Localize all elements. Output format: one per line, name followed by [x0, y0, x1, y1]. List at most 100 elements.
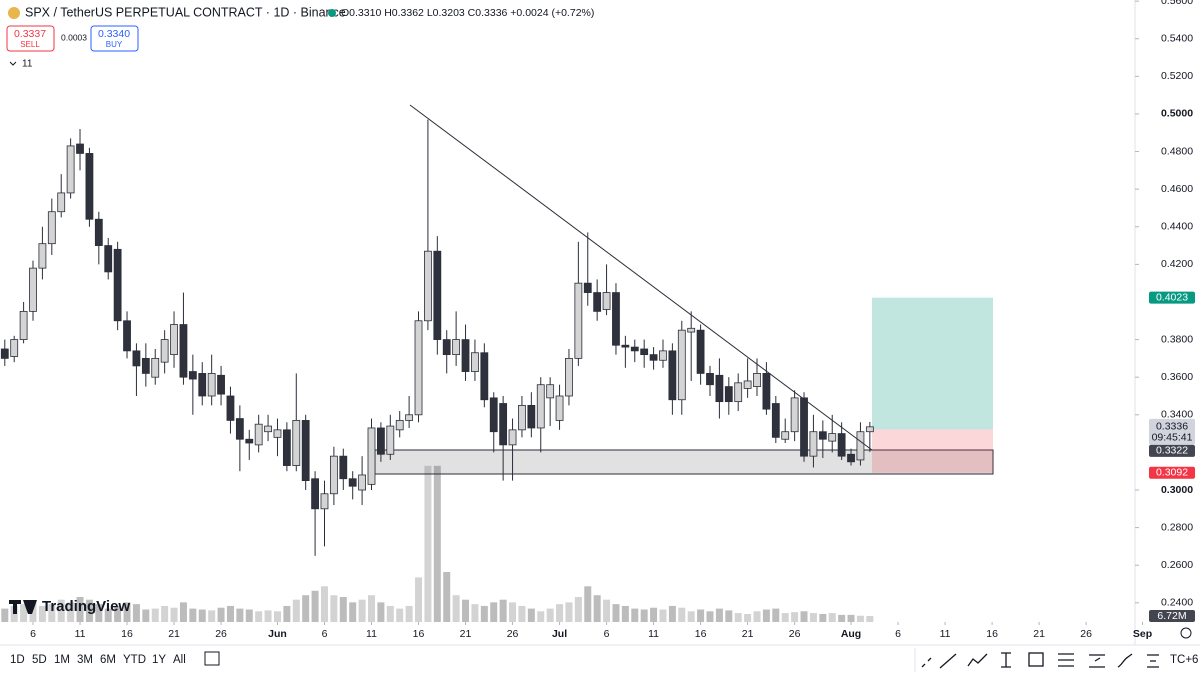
volume-bar	[415, 577, 423, 622]
y-tick-label: 0.3400	[1161, 409, 1193, 421]
candle-body	[583, 282, 592, 293]
x-tick-label: 26	[507, 628, 519, 640]
calendar-icon[interactable]	[204, 651, 220, 666]
volume-bar	[828, 613, 836, 622]
y-tick-label: 0.5600	[1161, 0, 1193, 7]
volume-bar	[650, 607, 658, 622]
candle-body	[292, 420, 301, 466]
volume-bar	[490, 602, 498, 622]
timeframe-button[interactable]: YTD	[123, 654, 146, 666]
volume-bar	[67, 602, 75, 622]
candle-body	[762, 373, 771, 410]
timeframe-button[interactable]: 3M	[77, 654, 93, 666]
volume-bar	[480, 605, 488, 622]
spread: 0.0003	[61, 32, 87, 42]
y-tick-label: 0.2400	[1161, 597, 1193, 609]
candle-body	[94, 218, 103, 246]
candle-body	[724, 386, 733, 403]
chevron[interactable]	[9, 61, 17, 66]
volume-bar	[198, 609, 206, 622]
volume-bar	[29, 602, 37, 622]
candle-body	[329, 455, 338, 495]
timezone: TC+6	[1170, 654, 1198, 666]
candle-body	[301, 420, 310, 482]
x-tick-label: Jul	[552, 628, 567, 640]
volume-bar	[527, 608, 535, 622]
volume-bar	[264, 610, 272, 622]
candle-body	[104, 245, 113, 273]
volume-bar	[499, 599, 507, 622]
x-tick-label: 16	[695, 628, 707, 640]
candle-body	[123, 320, 131, 352]
candle-body	[442, 339, 451, 356]
volume-bar	[217, 607, 225, 622]
candle-body	[170, 324, 178, 356]
volume-bar	[687, 611, 695, 622]
volume-bar	[189, 608, 197, 622]
timeframe-button[interactable]: 1Y	[152, 654, 166, 666]
timeframe-button[interactable]: 6M	[100, 654, 116, 666]
volume-bar	[255, 611, 263, 622]
candle-body	[76, 143, 84, 154]
volume-bar	[668, 605, 676, 622]
volume-bar	[706, 611, 714, 622]
candle-body	[207, 373, 216, 397]
volume-bar	[593, 595, 601, 622]
volume-bar	[386, 605, 394, 622]
candle-body	[273, 429, 282, 438]
sell-button[interactable]	[6, 25, 55, 52]
tool-fib[interactable]	[1058, 653, 1074, 667]
tool-path[interactable]	[967, 653, 988, 667]
candle-body	[837, 433, 846, 457]
candle-body	[226, 395, 235, 421]
volume-bar	[245, 609, 253, 622]
buy-button[interactable]	[90, 25, 139, 52]
timeframe-button[interactable]: 1M	[54, 654, 70, 666]
entry-label-box	[1149, 444, 1195, 457]
volume-bar	[791, 612, 799, 622]
x-tick-label: 21	[168, 628, 180, 640]
volume-bar	[76, 597, 84, 622]
settings-icon[interactable]	[1180, 627, 1192, 639]
candle-body	[179, 324, 188, 378]
volume-bar	[20, 604, 28, 622]
tool-line[interactable]	[939, 653, 957, 669]
profit-zone	[872, 297, 993, 430]
volume-bar	[142, 609, 150, 622]
candle-body	[85, 153, 94, 220]
tool-rect[interactable]	[1028, 652, 1044, 667]
candle-body	[649, 354, 658, 361]
buy-label: BUY	[106, 40, 123, 49]
y-tick-label: 0.5400	[1161, 33, 1193, 45]
tool-measure[interactable]	[1089, 654, 1105, 668]
volume-bar	[800, 611, 808, 622]
volume-bar	[866, 616, 874, 622]
watermark: TradingView	[42, 598, 130, 615]
support-zone	[374, 449, 994, 475]
volume-bar	[377, 602, 385, 622]
entry-label: 0.3322	[1156, 445, 1188, 457]
tool-brush[interactable]	[1117, 653, 1133, 668]
candle-body	[715, 374, 724, 403]
tool-dots[interactable]	[921, 657, 932, 668]
candle-body	[395, 420, 404, 431]
volume-bar	[452, 595, 460, 622]
candle-body	[480, 352, 489, 401]
plot-area	[0, 104, 994, 622]
candle-body	[518, 404, 526, 431]
candle-body	[847, 453, 855, 463]
timeframe-button[interactable]: 5D	[32, 654, 47, 666]
volume-bar	[537, 611, 545, 622]
volume-bar	[151, 608, 159, 622]
timeframe-button[interactable]: 1D	[10, 654, 25, 666]
x-tick-label: 11	[648, 628, 659, 640]
timeframe-button[interactable]: All	[173, 654, 186, 666]
tool-text[interactable]	[1001, 652, 1011, 668]
candle-body	[818, 431, 827, 440]
stop-label-box	[1149, 466, 1195, 479]
candle-body	[565, 357, 573, 397]
indicator-count: 11	[22, 59, 33, 70]
volume-bar	[744, 613, 752, 622]
tool-ruler[interactable]	[1147, 654, 1159, 668]
candle-body	[47, 211, 56, 245]
